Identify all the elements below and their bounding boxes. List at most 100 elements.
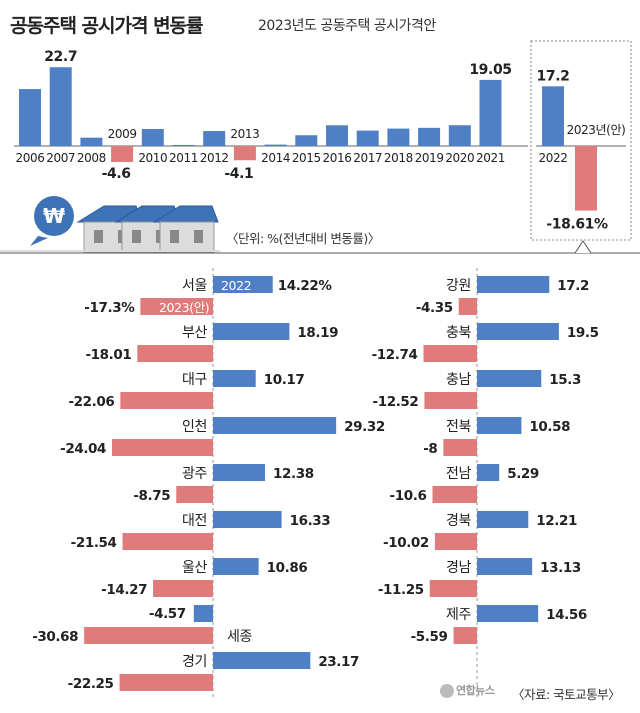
house-window-1	[132, 230, 141, 243]
house-window-2	[170, 230, 179, 243]
region-label-세종: 세종	[227, 629, 252, 645]
bar-2022-충남	[477, 370, 542, 387]
year-label-2014: 2014	[261, 151, 290, 165]
annual-bar-2014	[264, 144, 287, 146]
annual-bar-2006	[19, 89, 41, 146]
house-wall-2	[159, 221, 215, 253]
annual-value-label-2022: 17.2	[537, 68, 570, 84]
region-label-강원: 강원	[446, 278, 471, 294]
value-2022-울산: 10.86	[267, 560, 308, 576]
annual-bar-2009	[111, 146, 134, 162]
value-2023-경남: -11.25	[378, 582, 424, 598]
bar-2023-인천	[112, 439, 213, 456]
value-2022-충북: 19.5	[567, 325, 599, 341]
divider-pointer	[574, 240, 592, 254]
annual-value-label-2007: 22.7	[44, 49, 77, 65]
value-2023-충남: -12.52	[373, 394, 419, 410]
value-2023-전북: -8	[423, 441, 437, 457]
region-label-광주: 광주	[182, 466, 207, 482]
highlight-2023-box	[530, 40, 632, 241]
value-2023-제주: -5.59	[411, 629, 448, 645]
year-label-2016: 2016	[323, 151, 352, 165]
bar-2023-대전	[122, 533, 213, 550]
annual-bar-2011	[172, 144, 195, 146]
bar-2023-서울	[140, 298, 213, 315]
bar-2022-경북	[477, 511, 529, 528]
year-label-2021: 2021	[476, 151, 505, 165]
bar-2022-대구	[213, 370, 256, 387]
region-label-제주: 제주	[446, 607, 471, 623]
value-2023-부산: -18.01	[85, 347, 131, 363]
value-2023-서울: -17.3%	[84, 300, 135, 316]
year-label-2009: 2009	[108, 127, 137, 141]
annual-bar-2021	[479, 79, 502, 146]
annual-bar-2023	[575, 146, 597, 211]
value-2022-제주: 14.56	[546, 607, 587, 623]
bar-2023-경남	[429, 580, 477, 597]
year-label-2010: 2010	[138, 151, 167, 165]
bar-2022-제주	[477, 605, 539, 622]
year-label-2017: 2017	[353, 151, 382, 165]
value-2022-대구: 10.17	[264, 372, 305, 388]
year-label-2015: 2015	[292, 151, 321, 165]
bar-2023-부산	[137, 345, 213, 362]
bar-2023-전북	[443, 439, 477, 456]
bar-2022-전북	[477, 417, 522, 434]
bar-2022-경남	[477, 558, 533, 575]
value-2023-광주: -8.75	[133, 488, 170, 504]
value-2022-세종: -4.57	[149, 606, 186, 622]
bar-2022-부산	[213, 323, 290, 340]
annual-bar-2020	[448, 125, 471, 146]
bar-2023-경기	[119, 674, 213, 691]
value-2022-경남: 13.13	[540, 560, 581, 576]
value-2022-광주: 12.38	[273, 466, 314, 482]
annual-value-label-2009: -4.6	[102, 166, 131, 182]
value-2023-인천: -24.04	[60, 441, 106, 457]
value-2023-경북: -10.02	[383, 535, 429, 551]
region-label-전남: 전남	[446, 466, 471, 482]
region-label-인천: 인천	[182, 419, 207, 435]
value-2022-충남: 15.3	[549, 372, 581, 388]
value-2022-인천: 29.32	[344, 419, 385, 435]
year-label-2020: 2020	[445, 151, 474, 165]
bar-2023-광주	[176, 486, 213, 503]
region-label-부산: 부산	[182, 325, 207, 341]
year-label-2011: 2011	[169, 151, 198, 165]
legend-2022-tag: 2022	[221, 278, 251, 293]
region-label-전북: 전북	[446, 419, 471, 435]
region-label-경북: 경북	[446, 513, 471, 529]
value-2022-전북: 10.58	[529, 419, 570, 435]
year-label-2007: 2007	[46, 151, 75, 165]
annual-value-label-2023: -18.61%	[546, 217, 608, 233]
bar-2022-인천	[213, 417, 337, 434]
logo-text: 연합뉴스	[456, 684, 495, 697]
annual-bar-2012	[203, 131, 226, 146]
bar-2023-강원	[458, 298, 477, 315]
bar-2023-경북	[434, 533, 477, 550]
annual-bar-2017	[356, 130, 379, 146]
legend-2023-tag: 2023(안)	[159, 300, 209, 315]
year-label-2023: 2023년(안)	[567, 123, 626, 137]
value-2023-강원: -4.35	[416, 300, 453, 316]
year-label-2013: 2013	[230, 127, 259, 141]
annual-bar-2013	[233, 146, 256, 161]
house-door-2	[194, 230, 203, 243]
bar-2022-충북	[477, 323, 559, 340]
annual-bar-2018	[387, 128, 410, 146]
region-label-대구: 대구	[182, 372, 207, 388]
year-label-2018: 2018	[384, 151, 413, 165]
logo-mark-icon	[440, 684, 454, 698]
value-2023-전남: -10.6	[390, 488, 427, 504]
bar-2022-광주	[213, 464, 265, 481]
value-2023-대전: -21.54	[71, 535, 117, 551]
value-2022-경기: 23.17	[318, 654, 359, 670]
bar-2023-충남	[424, 392, 477, 409]
chart-subtitle: 2023년도 공동주택 공시가격안	[258, 18, 436, 34]
source-note: 〈자료: 국토교통부〉	[512, 687, 621, 702]
value-2022-강원: 17.2	[557, 278, 589, 294]
bar-2023-충북	[423, 345, 477, 362]
region-label-충남: 충남	[446, 372, 471, 388]
bar-2022-서울	[213, 276, 273, 293]
annual-value-label-2021: 19.05	[469, 62, 511, 78]
